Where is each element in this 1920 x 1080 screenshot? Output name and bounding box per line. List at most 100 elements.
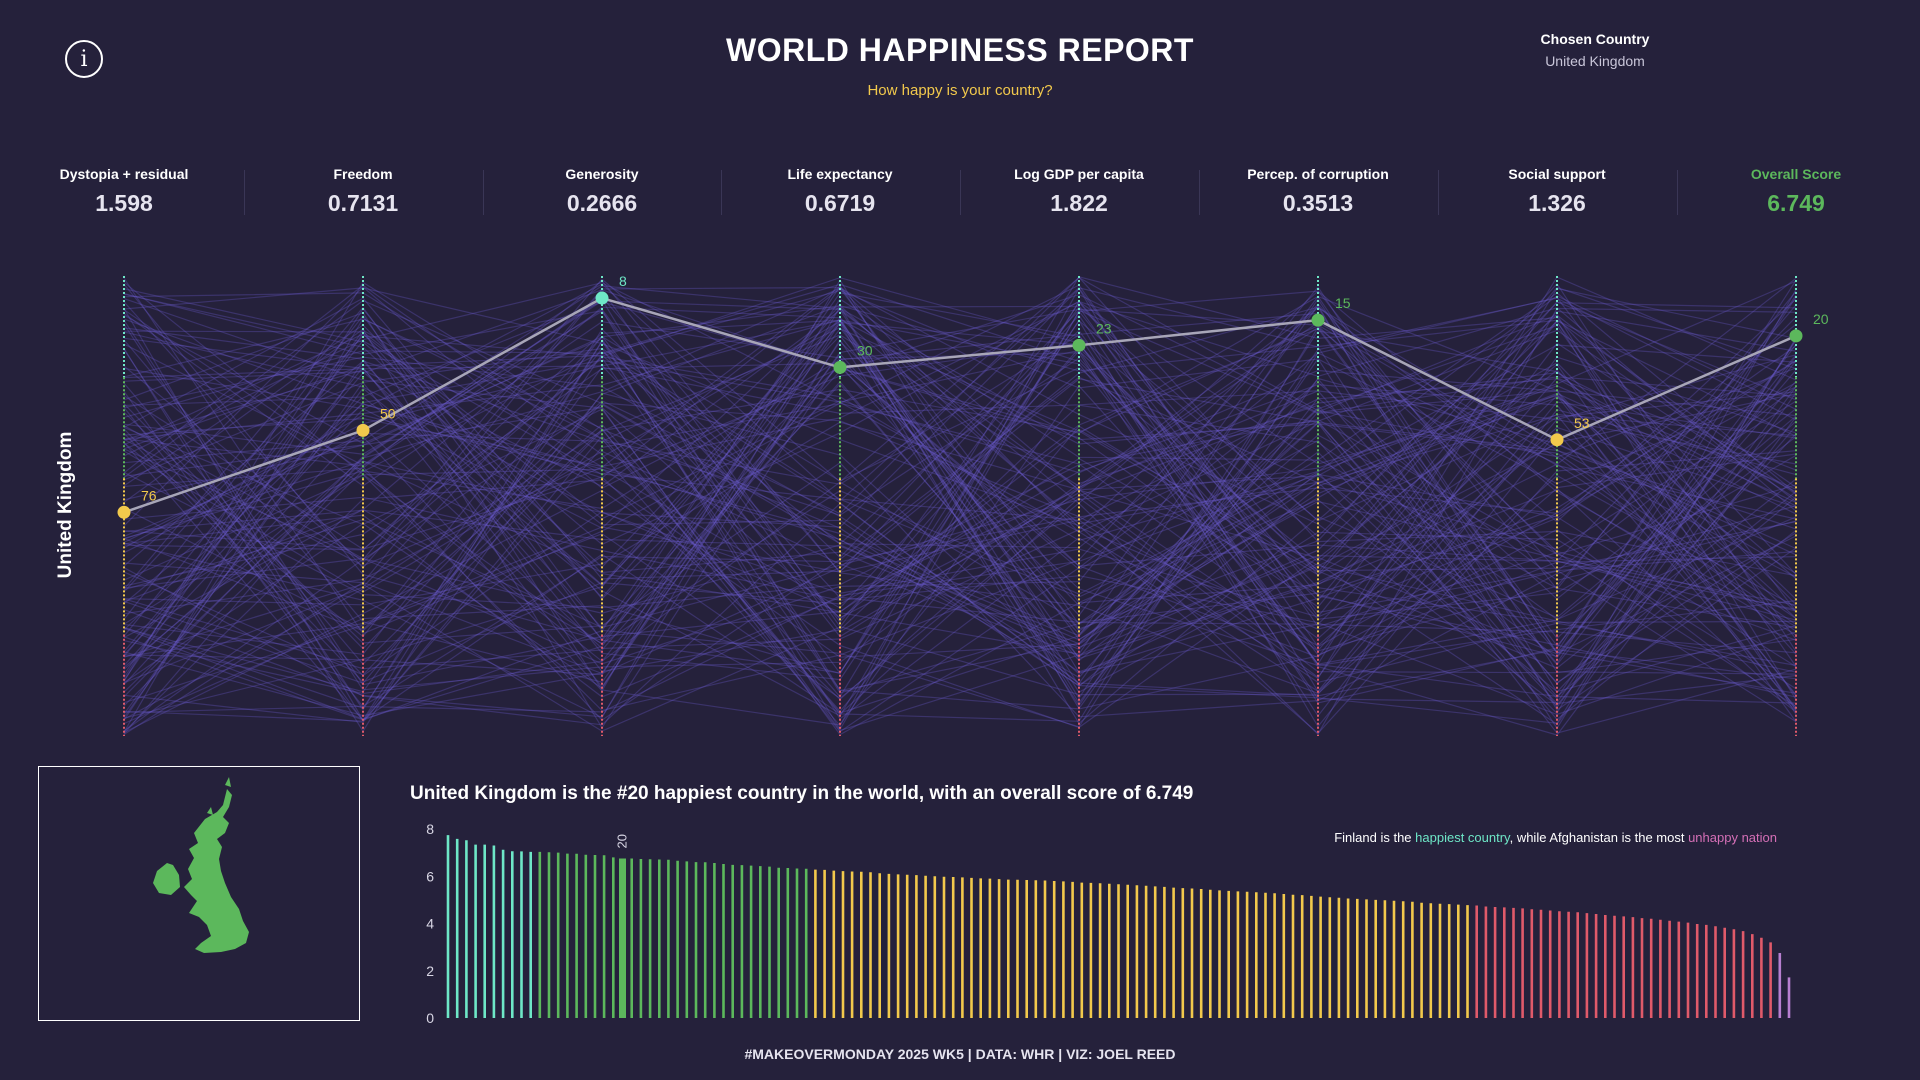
country-line — [123, 311, 1797, 726]
country-line — [123, 320, 1797, 732]
footer-credit: #MAKEOVERMONDAY 2025 WK5 | DATA: WHR | V… — [744, 1046, 1176, 1062]
page-subtitle: How happy is your country? — [867, 82, 1053, 99]
highlight-rank-label: 53 — [1574, 415, 1590, 431]
country-line — [123, 285, 1797, 659]
country-line — [123, 316, 1797, 648]
country-line — [123, 314, 1797, 700]
chosen-country-value[interactable]: United Kingdom — [1545, 53, 1645, 69]
highlight-point[interactable] — [1072, 338, 1086, 352]
metric-label: Overall Score — [1750, 166, 1842, 182]
country-line — [123, 337, 1797, 730]
highlight-point[interactable] — [117, 505, 131, 519]
country-line — [123, 372, 1797, 619]
country-line — [123, 289, 1797, 709]
country-line — [123, 278, 1797, 692]
country-line — [123, 300, 1797, 698]
metric-0: Dystopia + residual 1.598 — [14, 166, 234, 217]
country-line — [123, 366, 1797, 673]
country-line — [123, 329, 1797, 698]
country-line — [123, 339, 1797, 700]
country-line — [123, 318, 1797, 733]
country-line — [123, 295, 1797, 645]
country-line — [123, 293, 1797, 630]
note-happy: happiest country — [1415, 830, 1510, 845]
country-line — [123, 276, 1797, 631]
country-line — [123, 284, 1797, 727]
country-line — [123, 304, 1797, 684]
country-line — [123, 360, 1797, 693]
country-line — [123, 283, 1797, 694]
info-button[interactable]: i — [65, 40, 103, 78]
highlight-point[interactable] — [1311, 313, 1325, 327]
summary-sentence: United Kingdom is the #20 happiest count… — [410, 783, 1194, 804]
country-line — [123, 290, 1797, 717]
country-line — [123, 519, 1797, 684]
country-line — [123, 277, 1797, 657]
country-line — [123, 285, 1797, 665]
highlight-point[interactable] — [1789, 329, 1803, 343]
highlight-rank-label: 20 — [1813, 311, 1829, 327]
country-line — [123, 349, 1797, 704]
country-line — [123, 378, 1797, 549]
highlight-point[interactable] — [595, 291, 609, 305]
chosen-country-label: Chosen Country — [1540, 31, 1650, 47]
country-line — [123, 319, 1797, 660]
country-lines — [123, 276, 1797, 736]
country-line — [123, 286, 1797, 667]
uk-map-shape — [153, 777, 249, 953]
country-line — [123, 309, 1797, 491]
country-line — [123, 326, 1797, 722]
country-line — [123, 276, 1797, 725]
highlight-rank-label: 76 — [141, 487, 157, 503]
country-line — [123, 314, 1797, 674]
country-line — [123, 279, 1797, 654]
country-line — [123, 298, 1797, 606]
country-line — [123, 319, 1797, 686]
highlight-line — [123, 296, 1797, 514]
country-line — [123, 281, 1797, 700]
country-line — [123, 285, 1797, 736]
country-line — [123, 356, 1797, 563]
metric-value: 1.598 — [95, 190, 153, 216]
country-line — [123, 296, 1797, 732]
country-line — [123, 298, 1797, 736]
country-line — [123, 308, 1797, 683]
country-line — [123, 296, 1797, 736]
country-line — [123, 320, 1797, 726]
range-note: Finland is the happiest country, while A… — [1334, 830, 1777, 845]
metric-divider — [1437, 170, 1439, 215]
highlight-point[interactable] — [1550, 433, 1564, 447]
country-line — [123, 407, 1797, 713]
metric-value: 1.822 — [1050, 190, 1108, 216]
country-line — [123, 418, 1797, 641]
great-britain-shape — [184, 789, 249, 953]
bar-y-tick: 2 — [426, 963, 434, 979]
chosen-country[interactable]: Chosen Country United Kingdom — [1490, 31, 1700, 69]
chart-side-label: United Kingdom — [55, 431, 76, 579]
country-line — [123, 357, 1797, 713]
country-line — [123, 287, 1797, 735]
metric-value: 0.6719 — [804, 190, 876, 216]
country-line — [123, 284, 1797, 722]
highlight-rank-label: 30 — [857, 342, 873, 358]
country-line — [123, 289, 1797, 640]
northern-isles-shape — [207, 777, 231, 815]
country-line — [123, 282, 1797, 680]
country-line — [123, 305, 1797, 732]
page-title: WORLD HAPPINESS REPORT — [726, 32, 1194, 68]
country-line — [123, 286, 1797, 569]
country-line — [123, 330, 1797, 722]
metric-2: Generosity 0.2666 — [492, 166, 712, 217]
country-map — [38, 766, 360, 1021]
country-line — [123, 301, 1797, 613]
metric-value: 1.326 — [1528, 190, 1586, 216]
metric-value: 6.749 — [1767, 190, 1825, 216]
metric-7: Overall Score 6.749 — [1686, 166, 1906, 217]
highlight-point[interactable] — [833, 360, 847, 374]
highlight-point[interactable] — [356, 423, 370, 437]
bar-highlight-label: 20 — [615, 834, 630, 848]
country-line — [123, 283, 1797, 602]
metric-value: 0.2666 — [566, 190, 638, 216]
country-line — [123, 394, 1797, 707]
country-line — [123, 285, 1797, 641]
